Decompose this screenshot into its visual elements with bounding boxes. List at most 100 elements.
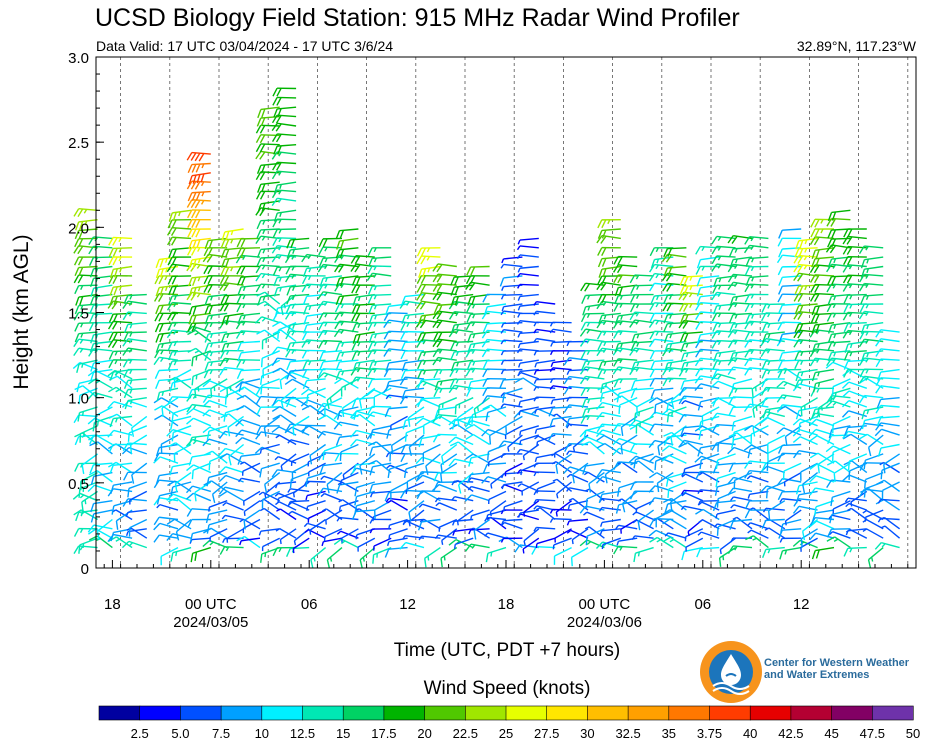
wind-barb bbox=[306, 387, 326, 404]
wind-barb bbox=[202, 539, 228, 549]
wind-barb bbox=[305, 490, 326, 501]
wind-barb bbox=[153, 356, 179, 366]
wind-barb bbox=[628, 455, 654, 464]
wind-barb bbox=[681, 546, 703, 561]
data-valid-range: Data Valid: 17 UTC 03/04/2024 - 17 UTC 3… bbox=[96, 38, 394, 54]
wind-barb bbox=[637, 509, 655, 531]
wind-barb bbox=[317, 487, 343, 496]
wind-barb bbox=[454, 397, 474, 415]
wind-barb bbox=[167, 321, 192, 331]
wind-barb bbox=[778, 247, 802, 258]
wind-barb bbox=[203, 368, 228, 379]
wind-barb bbox=[457, 472, 474, 494]
wind-barb bbox=[879, 461, 900, 474]
wind-barb bbox=[696, 293, 720, 306]
wind-barb bbox=[500, 537, 523, 543]
wind-barb bbox=[566, 368, 589, 375]
wind-barb bbox=[285, 303, 310, 314]
wind-barb bbox=[534, 435, 556, 446]
wind-barb bbox=[698, 415, 720, 431]
wind-barb bbox=[317, 291, 343, 300]
wind-barb bbox=[531, 546, 556, 555]
wind-barb bbox=[339, 443, 359, 461]
wind-barb bbox=[847, 507, 868, 521]
wind-barb bbox=[107, 339, 133, 349]
wind-barb bbox=[517, 368, 539, 376]
wind-barb bbox=[128, 518, 148, 537]
wind-barb bbox=[600, 518, 621, 527]
colorbar-swatch bbox=[709, 705, 751, 721]
wind-barb bbox=[712, 500, 736, 512]
wind-barb bbox=[236, 535, 261, 549]
wind-barb bbox=[185, 485, 211, 494]
wind-barb bbox=[305, 471, 326, 488]
wind-barb bbox=[237, 284, 261, 296]
wind-barb bbox=[161, 397, 179, 418]
wind-barb bbox=[301, 404, 327, 417]
time-gridlines bbox=[120, 57, 909, 568]
wind-barb bbox=[664, 359, 687, 372]
wind-barb bbox=[373, 387, 392, 406]
wind-barb bbox=[809, 418, 835, 427]
wind-barb bbox=[203, 283, 228, 293]
wind-barb bbox=[482, 293, 507, 303]
wind-barb bbox=[504, 462, 523, 477]
wind-barb bbox=[536, 481, 556, 494]
wind-barb bbox=[166, 226, 192, 236]
wind-barb bbox=[613, 358, 638, 367]
wind-barb bbox=[549, 328, 572, 334]
wind-barb bbox=[615, 500, 638, 514]
wind-barb bbox=[291, 462, 310, 482]
wind-barb bbox=[875, 422, 900, 431]
wind-barb bbox=[596, 281, 621, 291]
wind-barb bbox=[549, 508, 572, 514]
wind-barb bbox=[204, 340, 228, 353]
wind-barb bbox=[255, 124, 280, 134]
wind-barb bbox=[417, 397, 441, 408]
wind-barb bbox=[385, 497, 408, 503]
wind-barb bbox=[843, 293, 867, 304]
colorbar-tick-label: 12.5 bbox=[290, 726, 315, 741]
wind-barb bbox=[386, 537, 408, 547]
wind-barb bbox=[596, 347, 621, 357]
wind-barb bbox=[220, 293, 244, 305]
wind-barb bbox=[467, 485, 490, 493]
wind-barb bbox=[323, 528, 343, 542]
wind-barb bbox=[108, 275, 133, 285]
wind-barb bbox=[850, 490, 868, 507]
wind-barb bbox=[826, 217, 851, 227]
wind-barb bbox=[664, 340, 687, 353]
wind-barb bbox=[599, 387, 621, 403]
wind-barb bbox=[238, 477, 261, 483]
wind-barb bbox=[73, 208, 98, 218]
wind-barb bbox=[326, 387, 343, 410]
x-tick-label: 06 bbox=[694, 596, 711, 613]
wind-barb bbox=[326, 547, 343, 569]
wind-barb bbox=[596, 234, 621, 244]
x-tick-label: 18 bbox=[104, 596, 121, 613]
wind-barb bbox=[482, 359, 507, 370]
wind-barb bbox=[728, 432, 753, 446]
wind-barb bbox=[847, 453, 868, 471]
wind-barb bbox=[731, 378, 753, 393]
wind-barb bbox=[500, 322, 523, 328]
wind-barb bbox=[779, 537, 802, 543]
wind-barb bbox=[354, 500, 375, 515]
wind-barb bbox=[203, 322, 228, 332]
wind-barb bbox=[123, 471, 147, 481]
wind-barb bbox=[533, 462, 556, 468]
wind-barb bbox=[517, 312, 539, 318]
wind-barb bbox=[663, 265, 687, 277]
wind-barb bbox=[287, 439, 310, 446]
wind-barb bbox=[466, 312, 490, 323]
wind-barb bbox=[500, 368, 523, 375]
wind-barb bbox=[373, 500, 392, 520]
wind-barb bbox=[319, 462, 343, 475]
wind-barb bbox=[648, 397, 674, 408]
wind-barb bbox=[123, 368, 147, 378]
wind-barb bbox=[166, 429, 192, 437]
wind-barb bbox=[236, 359, 261, 369]
wind-barb bbox=[514, 377, 540, 389]
wind-barb bbox=[719, 537, 737, 555]
wind-barb bbox=[286, 237, 310, 249]
